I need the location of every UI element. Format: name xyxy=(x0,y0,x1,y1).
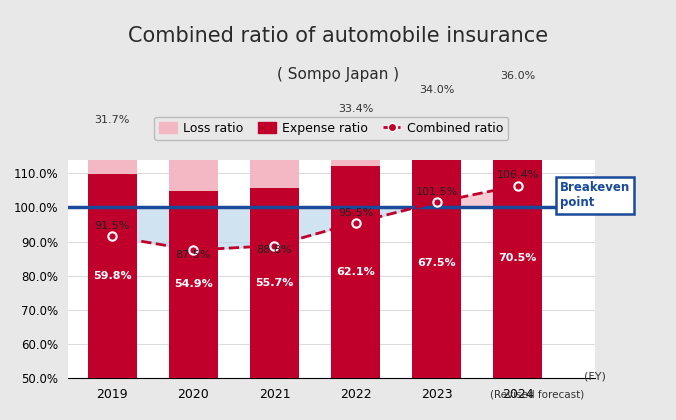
Bar xyxy=(250,75,299,378)
Bar xyxy=(412,32,461,378)
Bar xyxy=(88,66,137,378)
Text: 87.5%: 87.5% xyxy=(176,249,211,260)
Text: 33.4%: 33.4% xyxy=(338,104,373,114)
Text: Combined ratio of automobile insurance: Combined ratio of automobile insurance xyxy=(128,26,548,46)
Text: 88.8%: 88.8% xyxy=(257,245,292,255)
Text: 70.5%: 70.5% xyxy=(499,253,537,262)
Text: 36.0%: 36.0% xyxy=(500,71,535,81)
Text: 101.5%: 101.5% xyxy=(416,187,458,197)
Bar xyxy=(169,79,218,378)
Text: 95.5%: 95.5% xyxy=(338,207,373,218)
Bar xyxy=(493,15,542,378)
Legend: Loss ratio, Expense ratio, Combined ratio: Loss ratio, Expense ratio, Combined rati… xyxy=(154,117,508,139)
Text: 106.4%: 106.4% xyxy=(497,171,539,181)
Text: ( Sompo Japan ): ( Sompo Japan ) xyxy=(277,66,399,81)
Text: 32.6%: 32.6% xyxy=(176,130,211,140)
Text: 33.1%: 33.1% xyxy=(257,126,292,136)
Bar xyxy=(169,191,218,378)
Text: 91.5%: 91.5% xyxy=(95,221,130,231)
Text: 34.0%: 34.0% xyxy=(419,85,454,94)
Bar xyxy=(250,188,299,378)
Text: 59.8%: 59.8% xyxy=(93,271,132,281)
Text: (FY): (FY) xyxy=(584,372,606,382)
Text: (Revised forecast): (Revised forecast) xyxy=(490,390,585,400)
Text: 62.1%: 62.1% xyxy=(336,267,375,277)
Bar xyxy=(331,166,380,378)
Text: 31.7%: 31.7% xyxy=(95,115,130,125)
Text: 67.5%: 67.5% xyxy=(417,258,456,268)
Bar xyxy=(493,137,542,378)
Text: Breakeven
point: Breakeven point xyxy=(560,181,630,210)
Bar xyxy=(88,174,137,378)
Bar xyxy=(331,52,380,378)
Text: 55.7%: 55.7% xyxy=(256,278,293,288)
Text: 54.9%: 54.9% xyxy=(174,279,213,289)
Bar xyxy=(412,148,461,378)
